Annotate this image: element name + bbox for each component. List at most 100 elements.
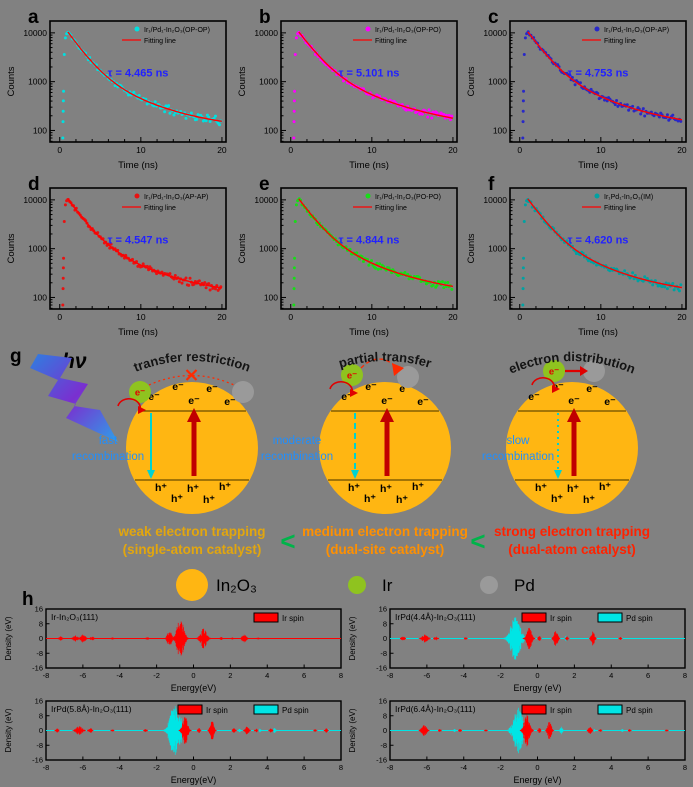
legend: Ir₁/Pd₁-In₂O₃(OP-OP) Fitting line — [122, 26, 210, 45]
recombination-label: slow — [506, 435, 530, 447]
hole-label: h⁺ — [396, 494, 408, 506]
electron-label: e⁻ — [528, 391, 540, 403]
electron-loop-arrow — [329, 381, 354, 394]
y-tick-label: 16 — [379, 697, 387, 706]
x-tick-label: 0 — [535, 763, 539, 772]
hole-label: h⁺ — [551, 493, 563, 505]
excitation-arrow-head — [567, 408, 581, 422]
data-points — [61, 197, 223, 307]
x-tick-label: 20 — [217, 145, 227, 155]
y-tick-label: -16 — [32, 756, 43, 765]
y-tick-label: 16 — [379, 605, 387, 614]
x-tick-label: 0 — [57, 145, 62, 155]
excitation-arrow-head — [187, 408, 201, 422]
y-axis-label: Counts — [466, 66, 477, 96]
x-tick-label: -6 — [424, 763, 431, 772]
arc-caption: partial transfer — [337, 349, 433, 371]
y-tick-label: 100 — [33, 292, 47, 302]
legend-fit-label: Fitting line — [375, 38, 407, 45]
electron-label: e⁻ — [552, 381, 564, 393]
electron-label: e⁻ — [604, 396, 616, 408]
ir-atom — [129, 381, 151, 403]
electron-label: e⁻ — [224, 396, 236, 408]
decay-plot: 0 10 20 100 1000 10000 Time (ns) Counts Ir₁/Pd₁-… — [6, 187, 227, 338]
ir-spin-dos — [54, 717, 330, 744]
x-tick-label: -2 — [153, 763, 160, 772]
hole-label: h⁺ — [219, 481, 231, 493]
x-axis-label: Energy (eV) — [513, 775, 561, 785]
panel-label-c: c — [488, 7, 499, 28]
electron-label: e⁻ — [399, 383, 411, 395]
legend-swatch — [521, 704, 547, 715]
legend-fit-label: Fitting line — [144, 38, 176, 45]
legend: Ir₁/Pd₁-In₂O₃(PO-PO) Fitting line — [353, 193, 441, 212]
decay-plot: 0 10 20 100 1000 10000 Time (ns) Counts Ir₁/Pd₁-… — [237, 187, 458, 338]
y-axis-label: Counts — [6, 233, 17, 263]
panel-label-e: e — [259, 174, 270, 195]
hole-label: h⁺ — [535, 482, 547, 494]
data-points — [61, 30, 223, 140]
x-tick-label: 8 — [683, 763, 687, 772]
pd-atom — [583, 360, 605, 382]
x-tick-label: -8 — [387, 671, 394, 680]
y-tick-label: -16 — [376, 664, 387, 673]
x-tick-label: 10 — [596, 312, 606, 322]
plot-title: IrPd(5.8Å)-In₂O₃(111) — [51, 704, 132, 714]
y-tick-label: 10000 — [483, 195, 507, 205]
x-tick-label: 20 — [448, 312, 458, 322]
plot-frame — [509, 20, 687, 143]
tau-label: τ = 4.620 ns — [568, 235, 629, 247]
x-tick-label: 0 — [57, 312, 62, 322]
legend-swatch — [521, 612, 547, 623]
lightning-bolt-icon — [30, 354, 118, 442]
y-tick-label: -16 — [32, 664, 43, 673]
plot-title: IrPd(6.4Å)-In₂O₃(111) — [395, 704, 476, 714]
y-tick-label: 16 — [35, 605, 43, 614]
hole-label: h⁺ — [583, 494, 595, 506]
decay-chart-e: 0 10 20 100 1000 10000 Time (ns) Counts Ir₁/Pd₁-… — [237, 187, 458, 338]
y-tick-label: 10000 — [483, 28, 507, 38]
legend-label: Ir spin — [206, 706, 228, 715]
y-tick-label: 10000 — [254, 195, 278, 205]
decay-chart-f: 0 10 20 100 1000 10000 Time (ns) Counts Ir₁Pd₁-I… — [466, 187, 687, 338]
recombination-arrow-head — [147, 470, 155, 479]
x-axis-label: Time (ns) — [118, 327, 158, 338]
legend-swatch — [597, 704, 623, 715]
y-tick-label: 0 — [39, 634, 43, 643]
legend-sample-label: Ir₁/Pd₁-In₂O₃(OP-PO) — [375, 27, 441, 34]
decay-plot: 0 10 20 100 1000 10000 Time (ns) Counts Ir₁/Pd₁-… — [6, 20, 227, 171]
y-axis-label: Counts — [466, 233, 477, 263]
decay-plot: 0 10 20 100 1000 10000 Time (ns) Counts Ir₁/Pd₁-… — [466, 20, 687, 171]
plot-frame — [280, 20, 458, 143]
hole-label: h⁺ — [155, 482, 167, 494]
recombination-label: moderate — [273, 435, 322, 447]
x-tick-label: -6 — [424, 671, 431, 680]
legend-swatch — [253, 612, 279, 623]
y-axis-label: Counts — [237, 66, 248, 96]
legend-fit-label: Fitting line — [144, 205, 176, 212]
x-tick-label: 20 — [677, 145, 687, 155]
y-tick-label: 1000 — [28, 244, 47, 254]
y-tick-label: -8 — [36, 741, 43, 750]
legend: Ir₁/Pd₁-In₂O₃(AP-AP) Fitting line — [122, 193, 208, 212]
y-tick-label: -16 — [376, 756, 387, 765]
legend-label: Pd — [514, 576, 535, 595]
ir-spin-dos — [57, 621, 260, 656]
legend-sample-label: Ir₁/Pd₁-In₂O₃(PO-PO) — [375, 194, 441, 201]
y-tick-label: 10000 — [23, 28, 47, 38]
transfer-arc — [360, 358, 400, 371]
x-tick-label: 0 — [191, 763, 195, 772]
x-axis-label: Time (ns) — [349, 160, 389, 171]
legend-fit-label: Fitting line — [604, 38, 636, 45]
y-tick-label: 1000 — [259, 244, 278, 254]
mechanism-diagram: g hνe⁻e⁻e⁻e⁻e⁻h⁺h⁺h⁺h⁺h⁺e⁻transfer restri… — [10, 346, 650, 601]
x-tick-label: 20 — [217, 312, 227, 322]
fit-line — [527, 31, 682, 121]
electron-label: e⁻ — [148, 391, 160, 403]
legend-marker — [594, 26, 600, 32]
legend-marker — [134, 193, 140, 199]
y-tick-label: 100 — [264, 292, 278, 302]
